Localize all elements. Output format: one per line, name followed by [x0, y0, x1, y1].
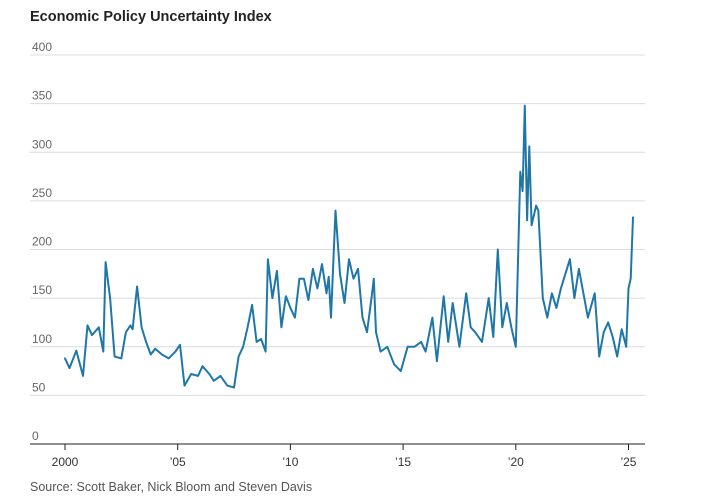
- y-tick-label: 400: [32, 40, 52, 54]
- x-axis-ticks: 2000 ’05 ’10 ’15 ’20 ’25: [52, 444, 637, 469]
- x-tick-label: ’25: [620, 455, 636, 469]
- y-tick-label: 100: [32, 332, 52, 346]
- x-tick-label: ’15: [395, 455, 411, 469]
- y-axis-ticks: 0 50 100 150 200 250 300 350 400: [32, 40, 52, 443]
- y-tick-label: 200: [32, 235, 52, 249]
- x-tick-label: ’05: [170, 455, 186, 469]
- y-tick-label: 350: [32, 89, 52, 103]
- y-tick-label: 0: [32, 429, 39, 443]
- series-line: [64, 104, 634, 389]
- chart-title: Economic Policy Uncertainty Index: [30, 9, 272, 25]
- source-note: Source: Scott Baker, Nick Bloom and Stev…: [30, 480, 313, 494]
- y-tick-label: 250: [32, 186, 52, 200]
- x-tick-label: ’10: [282, 455, 298, 469]
- y-tick-label: 300: [32, 137, 52, 151]
- x-tick-label: ’20: [508, 455, 524, 469]
- x-tick-label: 2000: [52, 455, 79, 469]
- y-tick-label: 50: [32, 380, 46, 394]
- y-tick-label: 150: [32, 283, 52, 297]
